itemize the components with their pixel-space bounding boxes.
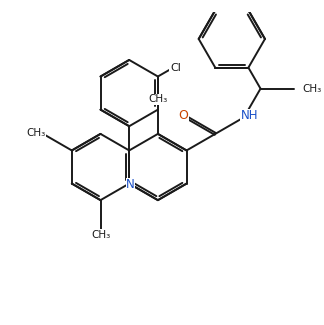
Text: CH₃: CH₃	[91, 230, 110, 240]
Text: O: O	[178, 109, 188, 122]
Text: Cl: Cl	[170, 63, 181, 73]
Text: NH: NH	[241, 109, 258, 122]
Text: CH₃: CH₃	[148, 94, 168, 104]
Text: CH₃: CH₃	[26, 128, 45, 138]
Text: N: N	[126, 178, 135, 191]
Text: CH₃: CH₃	[302, 84, 321, 94]
